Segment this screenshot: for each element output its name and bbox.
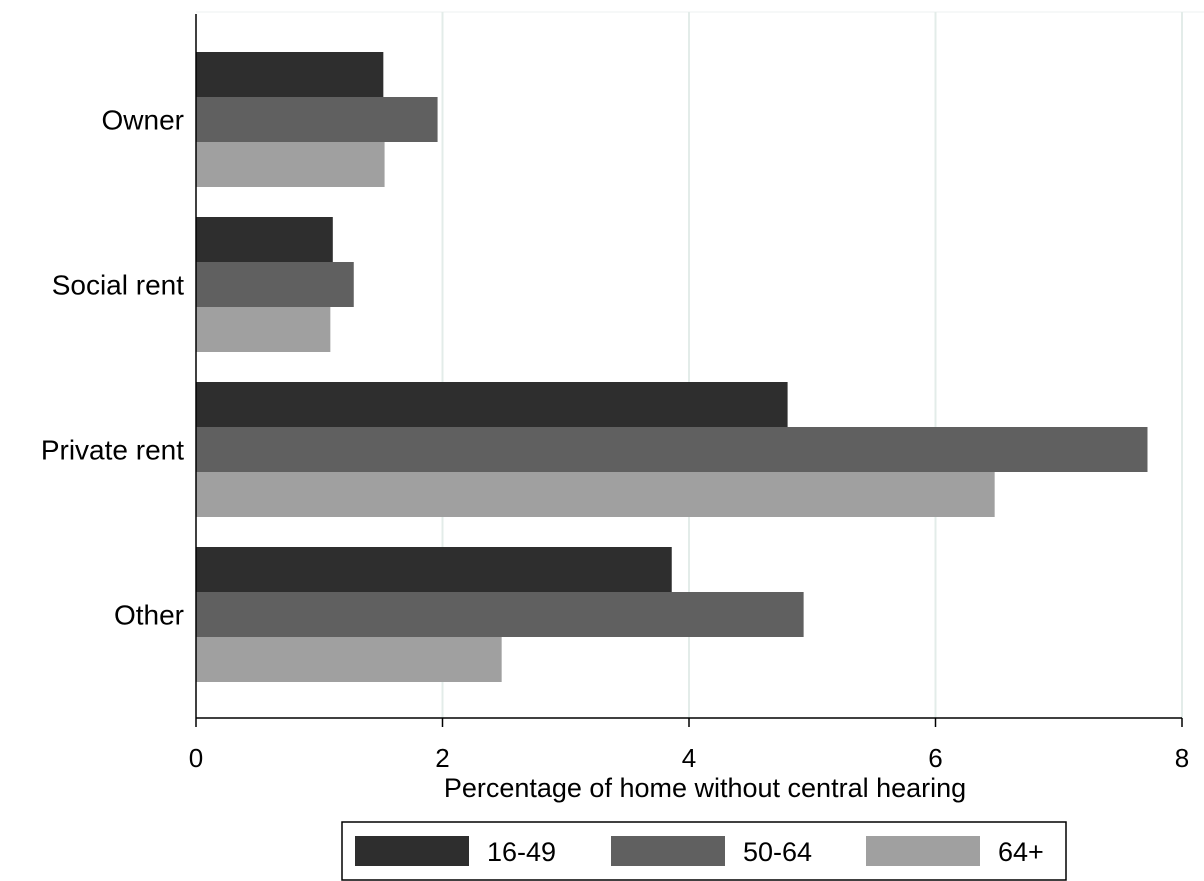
bar-private-rent-50-64	[196, 427, 1148, 472]
legend-label: 16-49	[487, 837, 556, 867]
bar-other-50-64	[196, 592, 804, 637]
legend-swatch-50-64	[611, 836, 725, 866]
legend-label: 50-64	[743, 837, 812, 867]
bar-other-16-49	[196, 547, 672, 592]
bar-owner-50-64	[196, 97, 438, 142]
bar-social-rent-64+	[196, 307, 331, 352]
bar-private-rent-16-49	[196, 382, 788, 427]
bar-other-64+	[196, 637, 502, 682]
category-label: Social rent	[52, 270, 185, 301]
x-tick-label: 6	[928, 743, 942, 773]
category-label: Private rent	[41, 435, 184, 466]
x-tick-label: 8	[1175, 743, 1189, 773]
x-tick-label: 0	[189, 743, 203, 773]
bar-owner-64+	[196, 142, 385, 187]
bar-owner-16-49	[196, 52, 384, 97]
bar-private-rent-64+	[196, 472, 995, 517]
legend-label: 64+	[998, 837, 1044, 867]
bar-social-rent-50-64	[196, 262, 354, 307]
category-labels: Owner Social rent Private rent Other	[41, 105, 184, 631]
legend-swatch-16-49	[355, 836, 469, 866]
category-label: Owner	[102, 105, 184, 136]
legend-swatch-64+	[866, 836, 980, 866]
bar-social-rent-16-49	[196, 217, 333, 262]
x-tick-label: 2	[435, 743, 449, 773]
legend: 16-49 50-64 64+	[341, 821, 1067, 881]
x-axis-title: Percentage of home without central heari…	[444, 773, 966, 803]
x-tick-label: 4	[682, 743, 696, 773]
category-label: Other	[114, 600, 184, 631]
bars	[196, 52, 1148, 682]
x-ticks: 0 2 4 6 8	[189, 718, 1189, 773]
